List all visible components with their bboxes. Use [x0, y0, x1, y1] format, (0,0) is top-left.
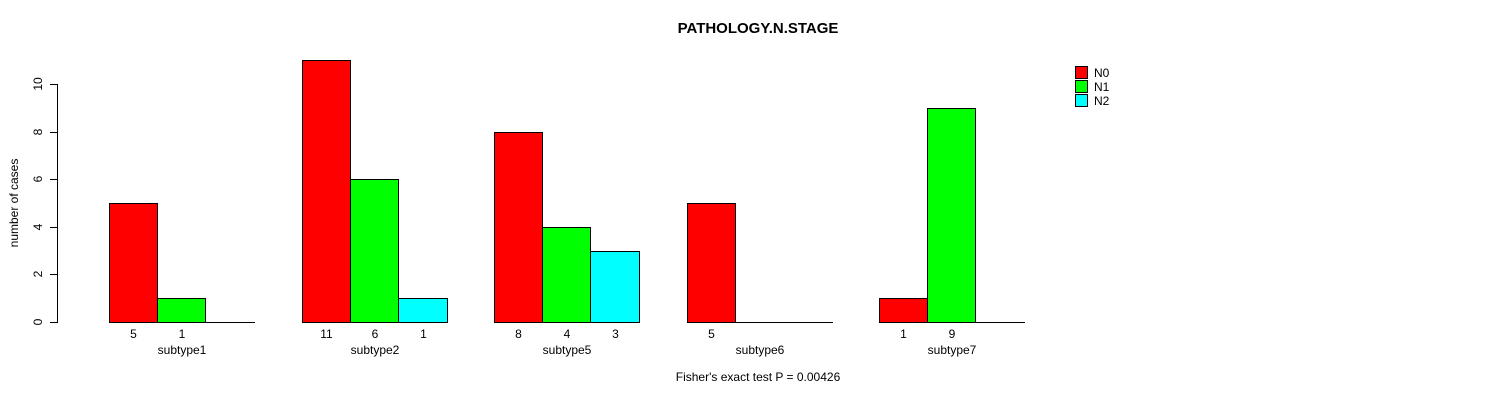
bar-subtype2-N0: [302, 60, 351, 323]
bar-count-label: 8: [515, 327, 522, 341]
legend-item-N1: N1: [1075, 80, 1109, 93]
bar-count-label: 5: [130, 327, 137, 341]
bar-count-label: 1: [420, 327, 427, 341]
bar-subtype7-N1: [927, 108, 976, 323]
bar-subtype2-N2: [398, 298, 448, 323]
bar-subtype5-N1: [542, 227, 591, 323]
bar-subtype7-N0: [879, 298, 928, 323]
bar-subtype5-N2: [590, 251, 640, 323]
y-tick: [50, 322, 57, 323]
bar-count-label: 1: [900, 327, 907, 341]
y-axis-title: number of cases: [7, 158, 21, 248]
y-tick-label: 0: [31, 318, 45, 326]
category-label-subtype1: subtype1: [157, 343, 207, 357]
bar-subtype1-N0: [109, 203, 158, 323]
bar-count-label: 11: [320, 327, 333, 341]
category-label-subtype2: subtype2: [350, 343, 400, 357]
bar-subtype6-N0: [687, 203, 736, 323]
legend-swatch-N2: [1075, 94, 1088, 107]
legend-swatch-N0: [1075, 66, 1088, 79]
legend: N0 N1 N2: [1075, 66, 1109, 108]
bar-count-label: 4: [563, 327, 571, 341]
bar-subtype5-N0: [494, 132, 543, 323]
y-tick-label: 10: [31, 77, 45, 91]
y-axis-line: [57, 84, 58, 323]
y-tick-label: 2: [31, 270, 45, 278]
bar-count-label: 3: [612, 327, 619, 341]
bar-count-label: 6: [371, 327, 379, 341]
bar-group-subtype7: 1 9 subtype7: [879, 0, 1025, 400]
bar-group-subtype2: 11 6 1 subtype2: [302, 0, 448, 400]
y-tick: [50, 84, 57, 85]
category-label-subtype7: subtype7: [927, 343, 977, 357]
y-tick: [50, 179, 57, 180]
y-tick-label: 4: [31, 223, 45, 231]
category-label-subtype5: subtype5: [542, 343, 592, 357]
y-tick: [50, 274, 57, 275]
group-baseline: [687, 322, 833, 323]
bar-group-subtype5: 8 4 3 subtype5: [494, 0, 640, 400]
category-label-subtype6: subtype6: [735, 343, 785, 357]
y-tick: [50, 132, 57, 133]
bar-count-label: 1: [178, 327, 186, 341]
y-tick-label: 8: [31, 128, 45, 136]
legend-swatch-N1: [1075, 80, 1088, 93]
bar-subtype1-N1: [157, 298, 206, 323]
y-tick-label: 6: [31, 175, 45, 183]
bar-count-label: 5: [708, 327, 715, 341]
fisher-test-annotation: Fisher's exact test P = 0.00426: [675, 370, 841, 384]
y-tick: [50, 227, 57, 228]
chart-title: PATHOLOGY.N.STAGE: [677, 20, 839, 37]
bar-group-subtype6: 5 subtype6: [687, 0, 833, 400]
bar-group-subtype1: 5 1 subtype1: [109, 0, 255, 400]
legend-label: N1: [1094, 79, 1110, 94]
legend-item-N0: N0: [1075, 66, 1109, 79]
bar-subtype2-N1: [350, 179, 399, 323]
legend-label: N0: [1094, 65, 1110, 80]
bar-count-label: 9: [948, 327, 956, 341]
legend-item-N2: N2: [1075, 94, 1109, 107]
legend-label: N2: [1094, 93, 1110, 108]
